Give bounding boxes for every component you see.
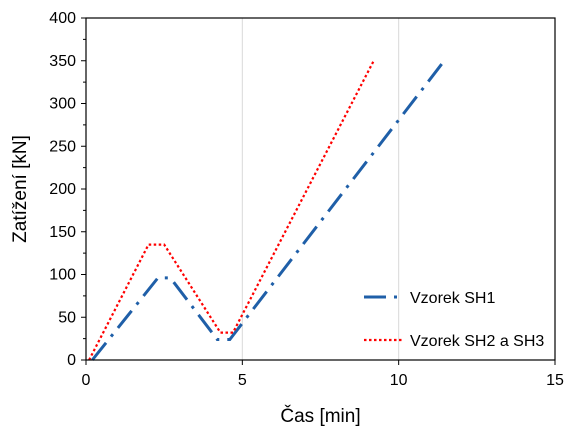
legend: Vzorek SH1 Vzorek SH2 a SH3: [364, 290, 544, 350]
y-tick-label: 150: [49, 224, 76, 241]
y-tick-label: 250: [49, 138, 76, 155]
series-line-1: [91, 58, 447, 361]
y-tick-label: 400: [49, 10, 76, 27]
plot-area-frame: [85, 17, 556, 361]
y-tick-label: 350: [49, 53, 76, 70]
x-tick-label: 15: [546, 372, 564, 389]
x-tick-label: 10: [390, 372, 408, 389]
y-tick-label: 200: [49, 181, 76, 198]
y-axis-title: Zatížení [kN]: [10, 135, 31, 243]
gridlines: [241, 18, 400, 360]
legend-label-2: Vzorek SH2 a SH3: [410, 333, 544, 350]
y-tick-labels: 0 50 100 150 200 250 300 350 400: [49, 10, 76, 369]
y-tick-label: 0: [67, 352, 76, 369]
y-tick-label: 300: [49, 96, 76, 113]
x-tick-label: 5: [238, 372, 247, 389]
x-axis-title: Čas [min]: [280, 405, 360, 427]
x-tick-labels: 0 5 10 15: [82, 372, 564, 389]
series-lines: [88, 58, 447, 361]
x-tick-label: 0: [82, 372, 91, 389]
y-tick-label: 100: [49, 267, 76, 284]
axis-ticks: [81, 17, 556, 365]
y-tick-label: 50: [58, 309, 76, 326]
legend-label-1: Vzorek SH1: [410, 290, 495, 307]
